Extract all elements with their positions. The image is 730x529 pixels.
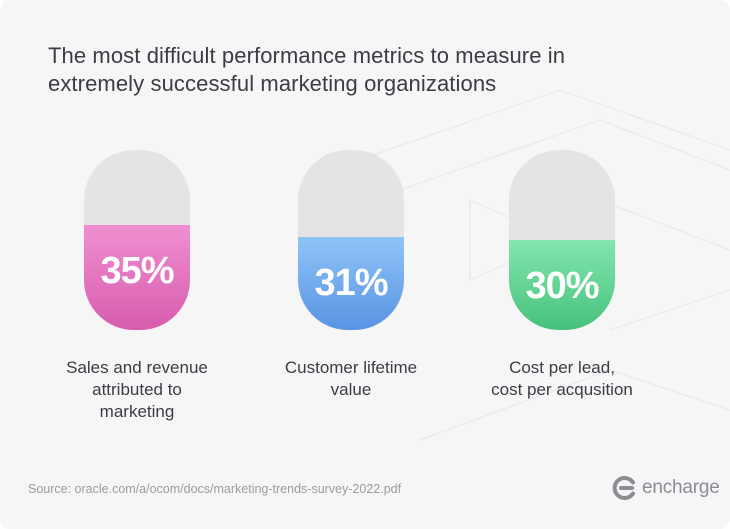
- category-label-line: attributed to: [92, 380, 182, 399]
- bar-value-label-3: 30%: [525, 265, 599, 307]
- chart-title-line-2: extremely successful marketing organizat…: [48, 71, 497, 96]
- chart-title: The most difficult performance metrics t…: [48, 42, 668, 98]
- bar-fill-2: [298, 237, 404, 330]
- encharge-c-icon: [612, 476, 635, 500]
- category-label-line: cost per acqusition: [491, 380, 633, 399]
- category-label-line: marketing: [99, 402, 175, 421]
- category-label-2: Customer lifetime value: [251, 357, 451, 401]
- bar-value-label-2: 31%: [314, 262, 388, 304]
- source-note: Source: oracle.com/a/ocom/docs/marketing…: [28, 482, 402, 496]
- logo-wordmark: encharge: [642, 477, 720, 498]
- category-label-line: value: [330, 380, 372, 399]
- category-label-1: Sales and revenue attributed to marketing: [37, 357, 237, 423]
- bar-1: 35%: [84, 150, 190, 330]
- bar-fill-1: [84, 225, 190, 330]
- bar-3: 30%: [509, 150, 615, 330]
- bar-value-label-1: 35%: [100, 250, 174, 292]
- category-label-3: Cost per lead, cost per acqusition: [462, 357, 662, 401]
- chart-title-line-1: The most difficult performance metrics t…: [48, 43, 566, 68]
- encharge-logo: encharge: [612, 474, 720, 502]
- category-label-line: Cost per lead,: [509, 358, 615, 377]
- category-label-line: Sales and revenue: [66, 358, 208, 377]
- category-label-line: Customer lifetime: [284, 358, 418, 377]
- bar-2: 31%: [298, 150, 404, 330]
- bar-fill-3: [509, 240, 615, 330]
